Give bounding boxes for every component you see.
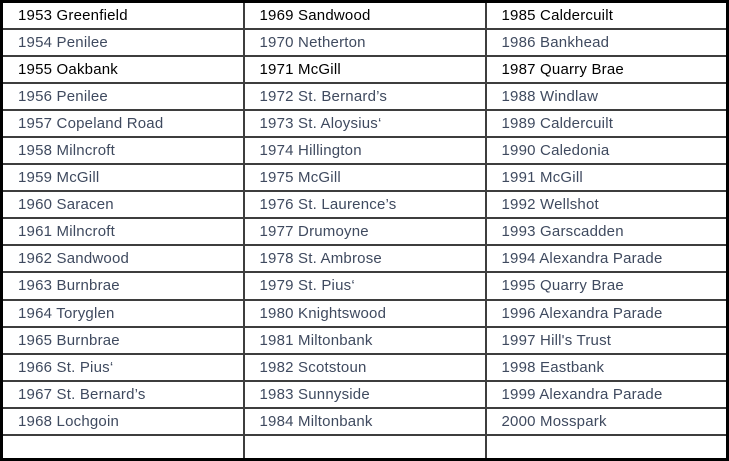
- year-name-cell: 1975 McGill: [242, 163, 487, 193]
- year-name-cell: 1999 Alexandra Parade: [484, 379, 729, 409]
- year-name-cell: 1963 Burnbrae: [0, 271, 245, 301]
- year-name-cell: 1962 Sandwood: [0, 244, 245, 274]
- table-row: 1963 Burnbrae 1979 St. Pius‘ 1995 Quarry B…: [0, 271, 729, 301]
- year-name-cell: 1987 Quarry Brae: [484, 55, 729, 85]
- year-name-cell: 1959 McGill: [0, 163, 245, 193]
- year-name-cell: 1972 St. Bernard’s: [242, 82, 487, 112]
- table-row: 1959 McGill 1975 McGill 1991 McGill: [0, 163, 729, 193]
- year-name-cell: 1993 Garscadden: [484, 217, 729, 247]
- year-name-cell: 1961 Milncroft: [0, 217, 245, 247]
- year-name-cell: 1973 St. Aloysius‘: [242, 109, 487, 139]
- table-row: 1953 Greenfield 1969 Sandwood 1985 Calderc…: [0, 0, 729, 31]
- table-row: 1960 Saracen 1976 St. Laurence’s 1992 Well…: [0, 190, 729, 220]
- year-name-cell: 1968 Lochgoin: [0, 406, 245, 436]
- year-name-cell: 1991 McGill: [484, 163, 729, 193]
- table-row: 1958 Milncroft 1974 Hillington 1990 Caledo…: [0, 136, 729, 166]
- year-name-cell: 1990 Caledonia: [484, 136, 729, 166]
- year-name-cell: 1986 Bankhead: [484, 28, 729, 58]
- year-name-cell: 1974 Hillington: [242, 136, 487, 166]
- year-name-cell: 1992 Wellshot: [484, 190, 729, 220]
- year-name-cell: 1977 Drumoyne: [242, 217, 487, 247]
- year-name-cell: [242, 433, 487, 461]
- table-row: 1964 Toryglen 1980 Knightswood 1996 Alexan…: [0, 298, 729, 328]
- year-name-cell: [0, 433, 245, 461]
- empty-row: [0, 433, 729, 461]
- year-name-cell: 1970 Netherton: [242, 28, 487, 58]
- table-row: 1962 Sandwood 1978 St. Ambrose 1994 Alexan…: [0, 244, 729, 274]
- year-name-cell: 1958 Milncroft: [0, 136, 245, 166]
- year-name-cell: 1969 Sandwood: [242, 0, 487, 31]
- year-name-cell: 1960 Saracen: [0, 190, 245, 220]
- year-name-cell: 1953 Greenfield: [0, 0, 245, 31]
- table-row: 1967 St. Bernard’s 1983 Sunnyside 1999 Ale…: [0, 379, 729, 409]
- year-name-cell: 1957 Copeland Road: [0, 109, 245, 139]
- table-row: 1956 Penilee 1972 St. Bernard’s 1988 Windl…: [0, 82, 729, 112]
- year-name-cell: 1980 Knightswood: [242, 298, 487, 328]
- year-name-cell: 1989 Caldercuilt: [484, 109, 729, 139]
- year-name-cell: 1955 Oakbank: [0, 55, 245, 85]
- year-name-cell: [484, 433, 729, 461]
- year-name-cell: 1954 Penilee: [0, 28, 245, 58]
- year-name-cell: 1964 Toryglen: [0, 298, 245, 328]
- year-name-cell: 1967 St. Bernard’s: [0, 379, 245, 409]
- year-name-cell: 1981 Miltonbank: [242, 325, 487, 355]
- year-name-cell: 1966 St. Pius‘: [0, 352, 245, 382]
- table-row: 1957 Copeland Road 1973 St. Aloysius‘ 1989…: [0, 109, 729, 139]
- year-name-cell: 1985 Caldercuilt: [484, 0, 729, 31]
- year-name-cell: 1997 Hill's Trust: [484, 325, 729, 355]
- year-name-cell: 1998 Eastbank: [484, 352, 729, 382]
- year-name-cell: 1994 Alexandra Parade: [484, 244, 729, 274]
- year-name-cell: 1965 Burnbrae: [0, 325, 245, 355]
- year-name-cell: 1995 Quarry Brae: [484, 271, 729, 301]
- year-name-cell: 1983 Sunnyside: [242, 379, 487, 409]
- year-name-cell: 1982 Scotstoun: [242, 352, 487, 382]
- year-name-cell: 1956 Penilee: [0, 82, 245, 112]
- table-row: 1955 Oakbank 1971 McGill 1987 Quarry Brae: [0, 55, 729, 85]
- year-name-cell: 1988 Windlaw: [484, 82, 729, 112]
- table-row: 1954 Penilee 1970 Netherton 1986 Bankhead: [0, 28, 729, 58]
- table-row: 1961 Milncroft 1977 Drumoyne 1993 Garscadd…: [0, 217, 729, 247]
- table-row: 1968 Lochgoin 1984 Miltonbank 2000 Mosspar…: [0, 406, 729, 436]
- table-row: 1965 Burnbrae 1981 Miltonbank 1997 Hill's …: [0, 325, 729, 355]
- year-name-cell: 1971 McGill: [242, 55, 487, 85]
- year-name-cell: 2000 Mosspark: [484, 406, 729, 436]
- table-row: 1966 St. Pius‘ 1982 Scotstoun 1998 Eastban…: [0, 352, 729, 382]
- year-name-cell: 1996 Alexandra Parade: [484, 298, 729, 328]
- year-name-cell: 1979 St. Pius‘: [242, 271, 487, 301]
- year-name-cell: 1976 St. Laurence’s: [242, 190, 487, 220]
- year-name-cell: 1984 Miltonbank: [242, 406, 487, 436]
- year-name-cell: 1978 St. Ambrose: [242, 244, 487, 274]
